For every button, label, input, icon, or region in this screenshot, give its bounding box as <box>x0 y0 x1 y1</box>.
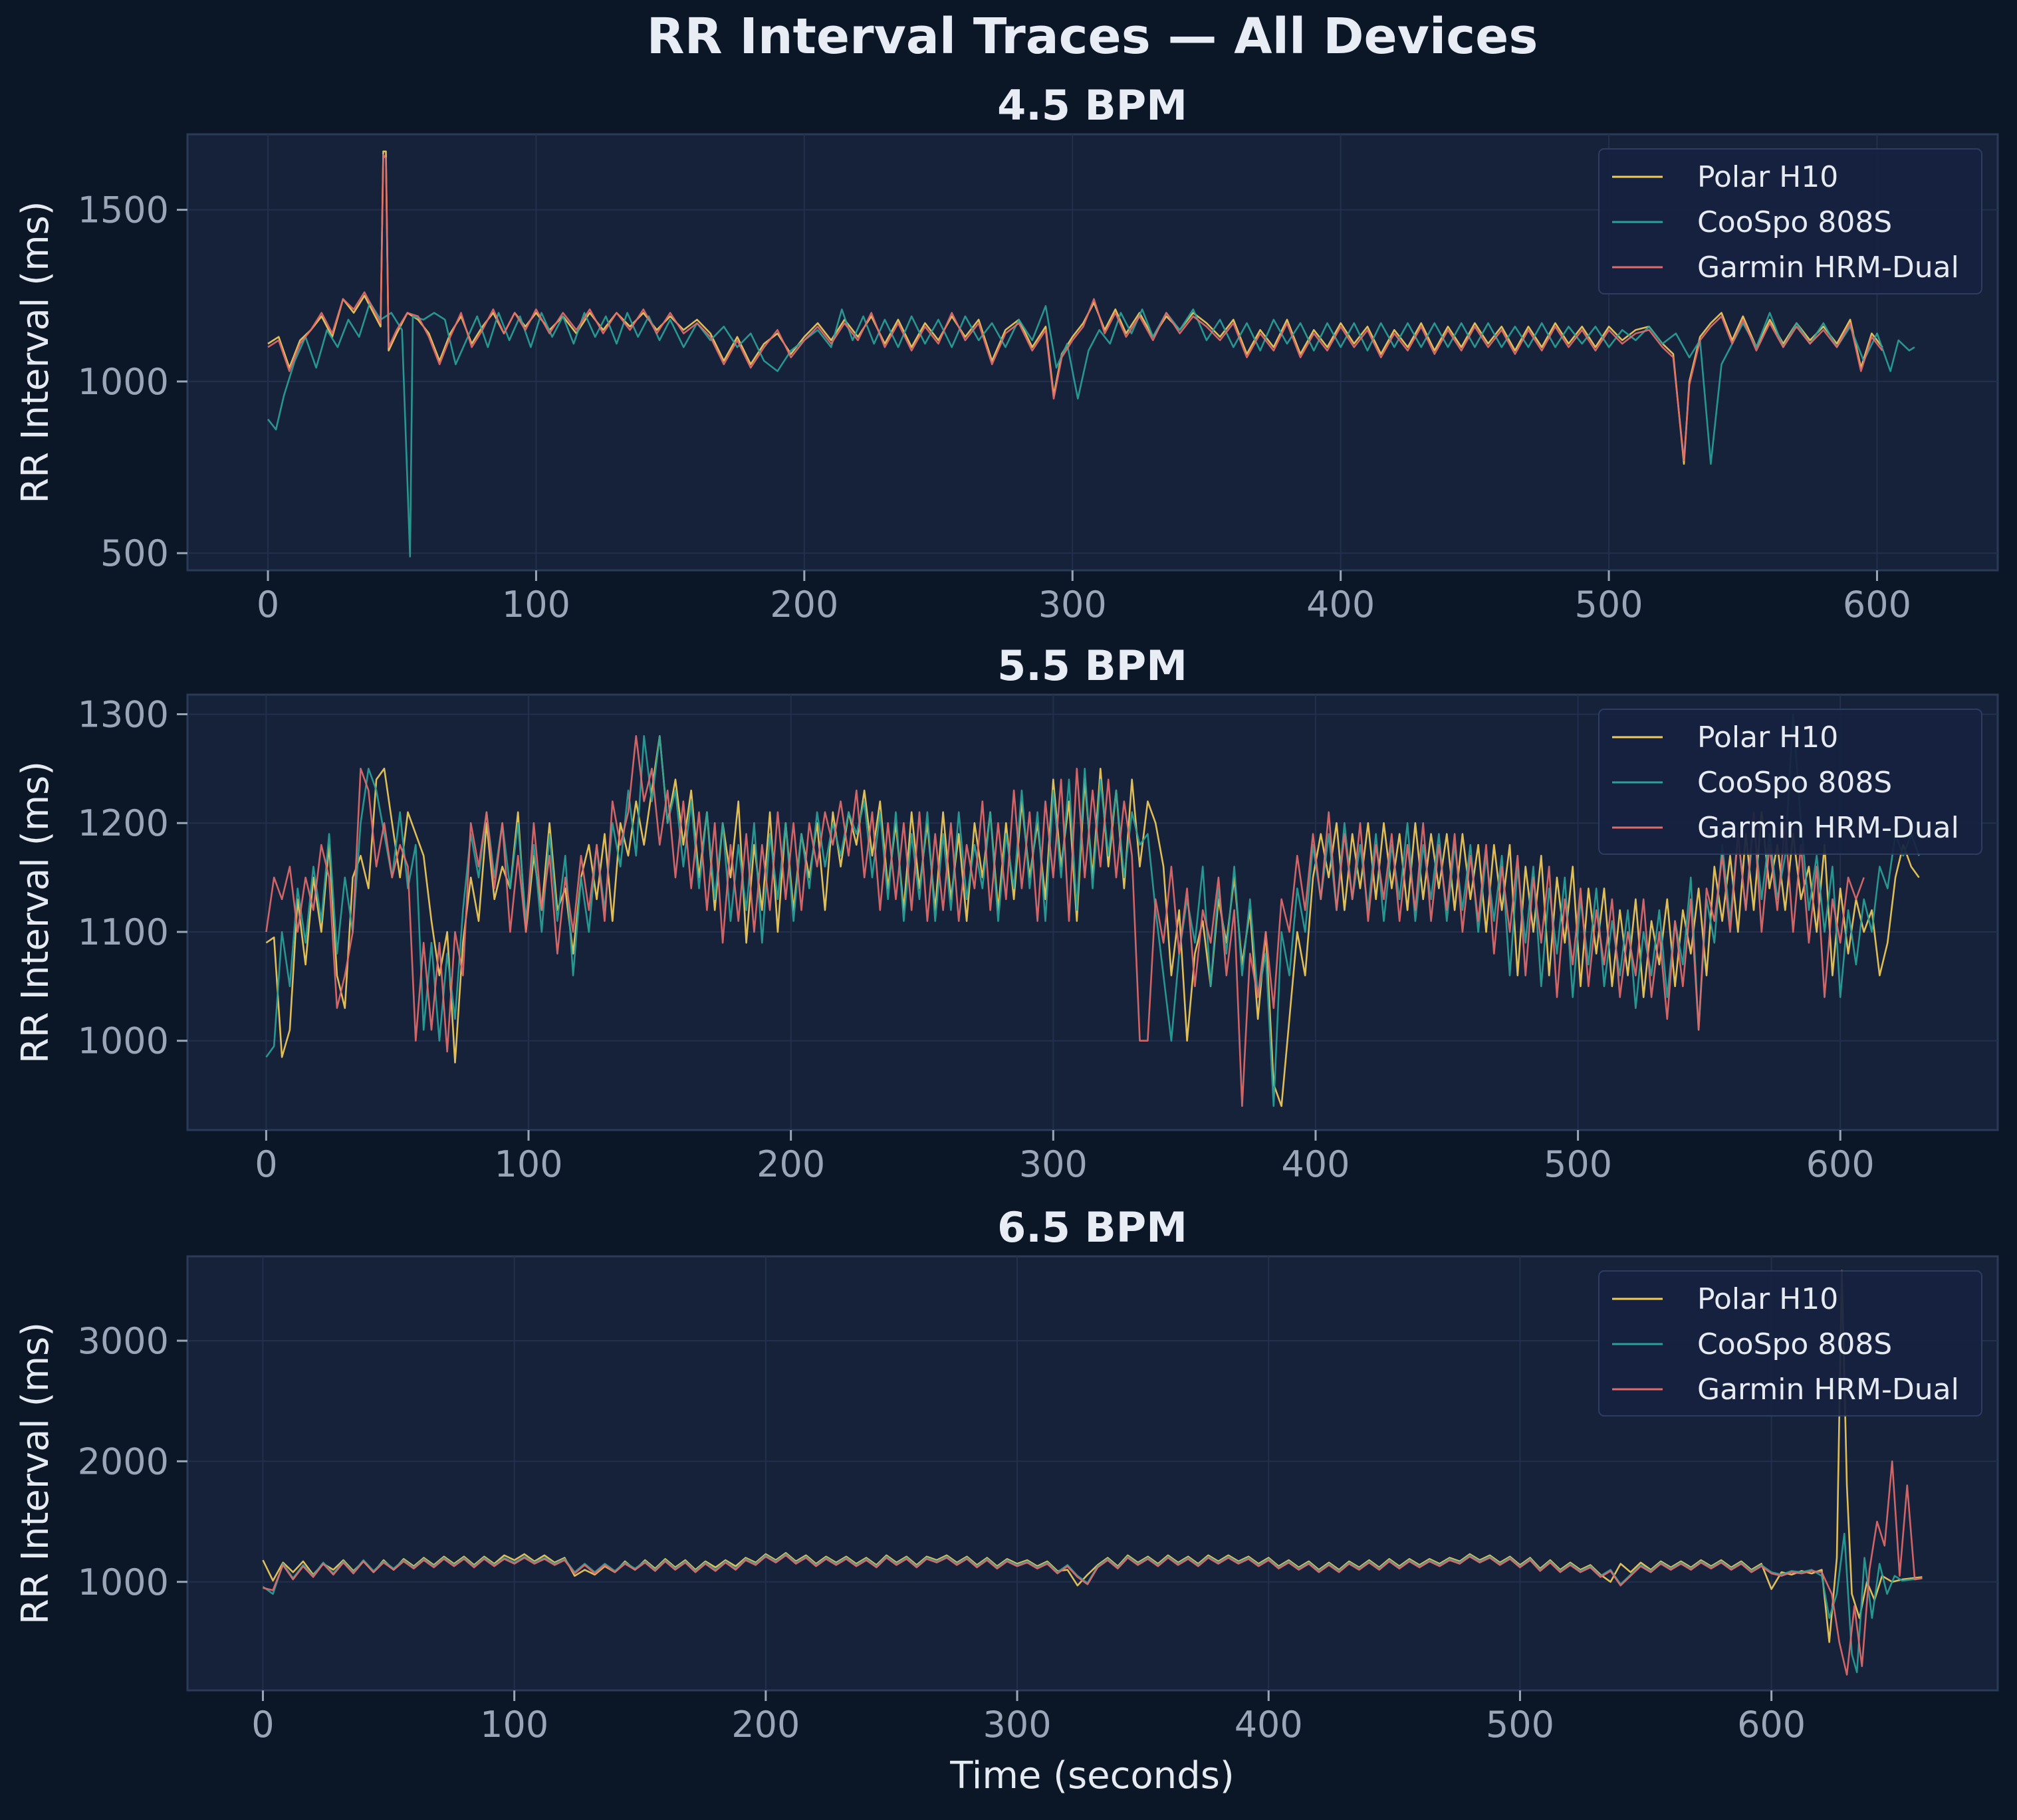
legend-box <box>1598 1270 1982 1417</box>
chart-panel-1: 0 100 200 300 400 500 600 500 1000 1500 4.5 BPM RR … <box>14 81 1999 626</box>
legend-label: Garmin HRM-Dual <box>1697 811 1959 845</box>
chart-panel-3: 0 100 200 300 400 500 600 1000 2000 3000 6.5 BPM RR… <box>14 1203 1999 1746</box>
panel-title: 4.5 BPM <box>997 81 1187 130</box>
legend-label: Garmin HRM-Dual <box>1697 251 1959 284</box>
series-line-2 <box>262 1532 1923 1674</box>
y-tick-label: 1300 <box>78 693 169 735</box>
legend-label: Polar H10 <box>1697 160 1838 194</box>
series-line-2 <box>265 713 1920 1107</box>
series-line-3 <box>265 735 1865 1107</box>
y-tick-label: 1200 <box>78 802 169 844</box>
y-axis-label: RR Interval (ms) <box>14 1322 57 1625</box>
figure-title: RR Interval Traces — All Devices <box>647 8 1538 65</box>
x-tick-label: 500 <box>1486 1704 1554 1746</box>
y-tick-label: 1000 <box>78 1020 169 1062</box>
x-tick-label: 200 <box>770 584 838 626</box>
x-tick-label: 400 <box>1235 1704 1303 1746</box>
x-tick-label: 600 <box>1843 584 1911 626</box>
legend-label: CooSpo 808S <box>1697 766 1892 800</box>
x-tick-label: 100 <box>480 1704 548 1746</box>
series-line-3 <box>267 154 1883 461</box>
chart-panel-2: 0 100 200 300 400 500 600 1000 1100 1200 1300 5.5 B… <box>14 641 1999 1185</box>
x-tick-label: 0 <box>255 1143 277 1185</box>
series-line-1 <box>262 1270 1923 1643</box>
x-tick-label: 200 <box>731 1704 800 1746</box>
legend: Polar H10 CooSpo 808S Garmin HRM-Dual <box>1598 1270 1982 1417</box>
y-tick-label: 1000 <box>78 361 169 403</box>
x-tick-label: 300 <box>983 1704 1052 1746</box>
legend-box <box>1598 709 1982 855</box>
y-tick-label: 1500 <box>78 189 169 231</box>
legend-label: CooSpo 808S <box>1697 1327 1892 1361</box>
legend: Polar H10 CooSpo 808S Garmin HRM-Dual <box>1598 709 1982 855</box>
x-tick-label: 400 <box>1306 584 1375 626</box>
y-axis-label: RR Interval (ms) <box>14 201 57 503</box>
x-tick-label: 600 <box>1737 1704 1806 1746</box>
x-tick-label: 100 <box>502 584 570 626</box>
x-tick-label: 500 <box>1544 1143 1612 1185</box>
y-tick-label: 2000 <box>78 1440 169 1482</box>
legend: Polar H10 CooSpo 808S Garmin HRM-Dual <box>1598 148 1982 294</box>
series-line-3 <box>263 1460 1923 1676</box>
x-tick-label: 0 <box>251 1704 274 1746</box>
panel-title: 6.5 BPM <box>997 1203 1187 1252</box>
legend-box <box>1598 148 1982 294</box>
x-tick-label: 600 <box>1806 1143 1875 1185</box>
panel-title: 5.5 BPM <box>997 641 1187 690</box>
x-tick-label: 0 <box>257 584 279 626</box>
x-tick-label: 100 <box>494 1143 562 1185</box>
y-tick-label: 1100 <box>78 911 169 953</box>
y-tick-label: 3000 <box>78 1320 169 1362</box>
y-tick-label: 1000 <box>78 1561 169 1603</box>
y-axis-label: RR Interval (ms) <box>14 761 57 1064</box>
x-tick-label: 300 <box>1038 584 1107 626</box>
x-axis-label: Time (seconds) <box>949 1754 1234 1797</box>
legend-label: Polar H10 <box>1697 1282 1838 1316</box>
legend-label: Polar H10 <box>1697 721 1838 754</box>
x-tick-label: 400 <box>1281 1143 1350 1185</box>
x-tick-label: 500 <box>1575 584 1643 626</box>
y-tick-label: 500 <box>100 532 169 574</box>
x-tick-label: 300 <box>1019 1143 1088 1185</box>
legend-label: CooSpo 808S <box>1697 205 1892 239</box>
legend-label: Garmin HRM-Dual <box>1697 1373 1959 1407</box>
x-tick-label: 200 <box>757 1143 825 1185</box>
